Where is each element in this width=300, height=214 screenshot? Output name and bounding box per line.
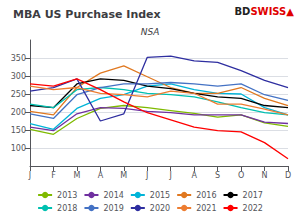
svg-text:2016: 2016 [196, 191, 216, 200]
svg-text:2019: 2019 [103, 204, 123, 213]
svg-text:MBA US Purchase Index: MBA US Purchase Index [13, 8, 161, 21]
svg-text:O: O [238, 171, 244, 180]
svg-text:D: D [285, 171, 291, 180]
svg-text:2017: 2017 [243, 191, 263, 200]
svg-text:S: S [215, 171, 220, 180]
svg-text:J: J [145, 171, 148, 180]
svg-text:2013: 2013 [57, 191, 77, 200]
svg-text:M: M [120, 171, 127, 180]
svg-text:2022: 2022 [243, 204, 263, 213]
svg-text:BD: BD [234, 6, 250, 17]
svg-text:100: 100 [11, 144, 26, 153]
svg-text:2015: 2015 [150, 191, 170, 200]
svg-text:A: A [98, 171, 104, 180]
svg-text:J: J [169, 171, 172, 180]
svg-text:J: J [28, 171, 31, 180]
svg-text:NSA: NSA [141, 27, 160, 37]
svg-text:350: 350 [11, 54, 26, 63]
svg-text:200: 200 [11, 108, 26, 117]
svg-text:2018: 2018 [57, 204, 77, 213]
svg-text:▲: ▲ [286, 6, 294, 17]
svg-text:2021: 2021 [196, 204, 216, 213]
svg-text:250: 250 [11, 90, 26, 99]
svg-text:SWISS: SWISS [250, 6, 286, 17]
svg-text:N: N [262, 171, 268, 180]
svg-text:150: 150 [11, 126, 26, 135]
svg-text:M: M [73, 171, 80, 180]
svg-text:2020: 2020 [150, 204, 170, 213]
svg-text:A: A [191, 171, 197, 180]
svg-text:300: 300 [11, 72, 26, 81]
svg-text:F: F [51, 171, 56, 180]
svg-text:2014: 2014 [103, 191, 123, 200]
